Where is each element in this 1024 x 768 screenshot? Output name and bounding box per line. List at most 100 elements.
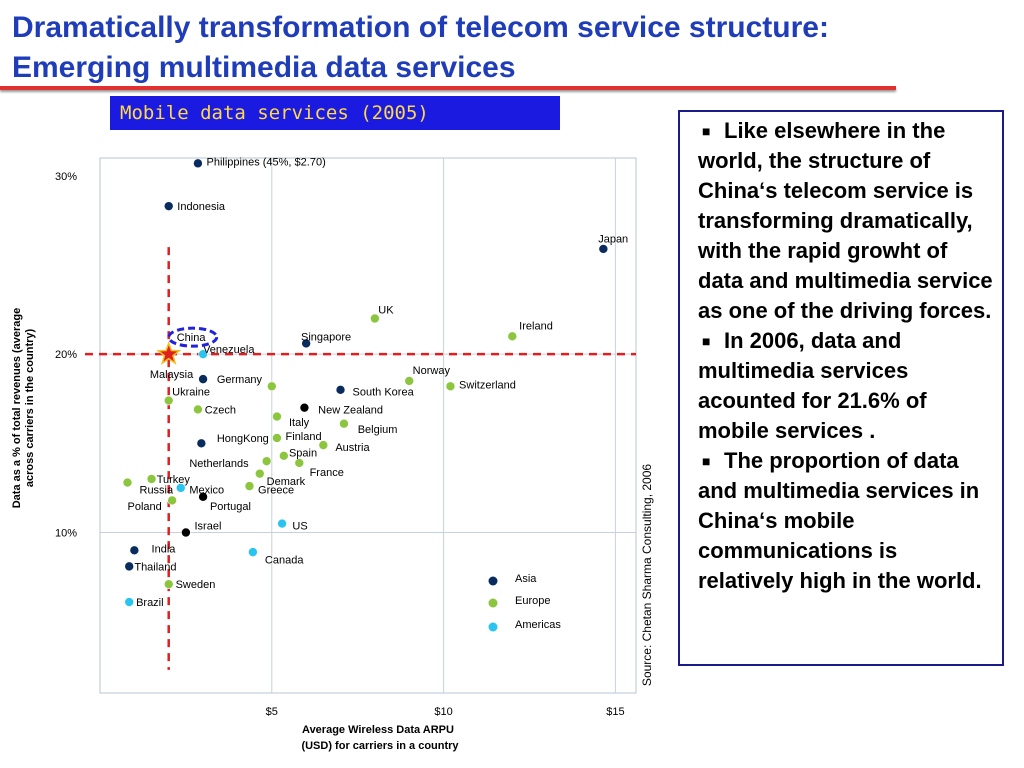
data-point [339, 418, 349, 429]
source-text: Source: Chetan Sharma Consulting, 2006 [640, 464, 654, 686]
legend-marker-europe [488, 598, 498, 608]
point-label: Switzerland [459, 379, 516, 391]
point-label: Thailand [134, 561, 176, 573]
data-point [254, 468, 265, 479]
data-point [261, 456, 272, 466]
point-label: Finland [286, 431, 322, 443]
point-label: Poland [127, 501, 161, 513]
point-label: Japan [598, 233, 628, 245]
legend: Asia Europe Americas [488, 573, 561, 632]
legend-label-europe: Europe [515, 595, 550, 607]
point-label: Singapore [301, 331, 351, 343]
point-label: New Zealand [318, 404, 383, 416]
point-label: UK [378, 305, 394, 317]
data-point [272, 411, 282, 422]
point-label: Malaysia [150, 369, 194, 381]
commentary-box: ■ Like elsewhere in the world, the struct… [678, 110, 1004, 666]
y-tick-labels: 10% 20% 30% [55, 171, 77, 540]
china-highlight-ring [167, 326, 219, 348]
data-point [299, 402, 310, 413]
point-label: Ukraine [172, 387, 210, 399]
y-tick-label: 30% [55, 171, 77, 183]
bullet-2: ■ In 2006, data and multimedia services a… [698, 326, 998, 446]
legend-marker-americas [488, 622, 498, 632]
x-tick-label: $5 [266, 706, 278, 718]
scatter-chart: $5 $10 $15 10% 20% 30% Philippines (45%, $2.… [11, 157, 654, 752]
point-label: Venezuela [203, 344, 255, 356]
data-point [181, 527, 191, 538]
data-point [146, 474, 157, 484]
square-bullet-icon: ■ [702, 453, 711, 469]
data-point [277, 518, 287, 529]
point-label: Sweden [176, 579, 216, 591]
data-point [122, 477, 133, 488]
point-label: Spain [289, 447, 317, 459]
data-point [404, 376, 415, 386]
x-tick-labels: $5 $10 $15 [266, 706, 625, 718]
point-label: Israel [194, 520, 221, 532]
point-label: Turkey [157, 474, 191, 486]
bullet-1-text: Like elsewhere in the world, the structu… [698, 118, 993, 323]
data-point [598, 244, 609, 254]
square-bullet-icon: ■ [702, 123, 711, 139]
point-label: Ireland [519, 321, 553, 333]
source-note: Source: Chetan Sharma Consulting, 2006 [640, 464, 654, 686]
point-label: Netherlands [189, 458, 249, 470]
data-point [198, 374, 208, 384]
point-label: Italy [289, 417, 310, 429]
point-label: Canada [265, 554, 304, 566]
point-label: Austria [335, 442, 370, 454]
bullet-1: ■ Like elsewhere in the world, the struct… [698, 116, 998, 326]
point-label: Greece [258, 485, 294, 497]
data-point [266, 381, 277, 392]
data-point [198, 349, 208, 359]
data-point [244, 481, 255, 491]
slide-title: Dramatically transformation of telecom s… [12, 8, 1012, 88]
data-point [445, 381, 456, 392]
data-point [335, 385, 346, 395]
y-tick-label: 10% [55, 528, 77, 540]
point-label: Philippines (45%, $2.70) [207, 157, 326, 169]
data-point [196, 438, 207, 449]
y-axis-label-line-2: across carriers in the country) [24, 328, 36, 487]
y-axis-label: Data as a % of total revenues (average a… [11, 308, 36, 509]
point-label: Norway [413, 365, 451, 377]
chart-banner: Mobile data services (2005) [110, 96, 560, 130]
data-points [122, 158, 609, 607]
data-point [272, 433, 282, 443]
data-point [248, 547, 258, 557]
data-point [124, 597, 135, 607]
data-point [198, 492, 208, 502]
data-point [301, 338, 311, 349]
bullet-3: ■ The proportion of data and multimedia s… [698, 446, 998, 596]
point-label: HongKong [217, 433, 269, 445]
title-line-2: Emerging multimedia data services [12, 51, 516, 84]
point-label: France [310, 467, 344, 479]
data-point [370, 313, 380, 324]
point-labels: Philippines (45%, $2.70) Indonesia Japan UK… [127, 157, 628, 609]
data-point [294, 458, 305, 468]
title-underline [0, 86, 896, 90]
legend-label-americas: Americas [515, 619, 561, 631]
data-point [507, 331, 518, 342]
point-label: South Korea [353, 387, 415, 399]
data-point [279, 451, 289, 461]
x-tick-label: $15 [606, 706, 624, 718]
data-point [167, 495, 177, 506]
data-point [318, 440, 329, 450]
data-point [175, 483, 186, 493]
china-star-icon [156, 341, 182, 365]
data-point [129, 545, 140, 556]
data-point [163, 201, 174, 211]
x-axis-label-line-2: (USD) for carriers in a country [301, 740, 459, 752]
point-label: Demark [267, 476, 306, 488]
legend-label-asia: Asia [515, 573, 537, 585]
china-highlight: China [156, 326, 219, 365]
bullet-2-text: In 2006, data and multimedia services ac… [698, 328, 927, 443]
point-label: Russia [140, 485, 175, 497]
data-point [124, 561, 135, 572]
y-tick-label: 20% [55, 349, 77, 361]
legend-marker-asia [488, 576, 498, 586]
point-label: Brazil [136, 597, 164, 609]
point-label: Mexico [189, 485, 224, 497]
